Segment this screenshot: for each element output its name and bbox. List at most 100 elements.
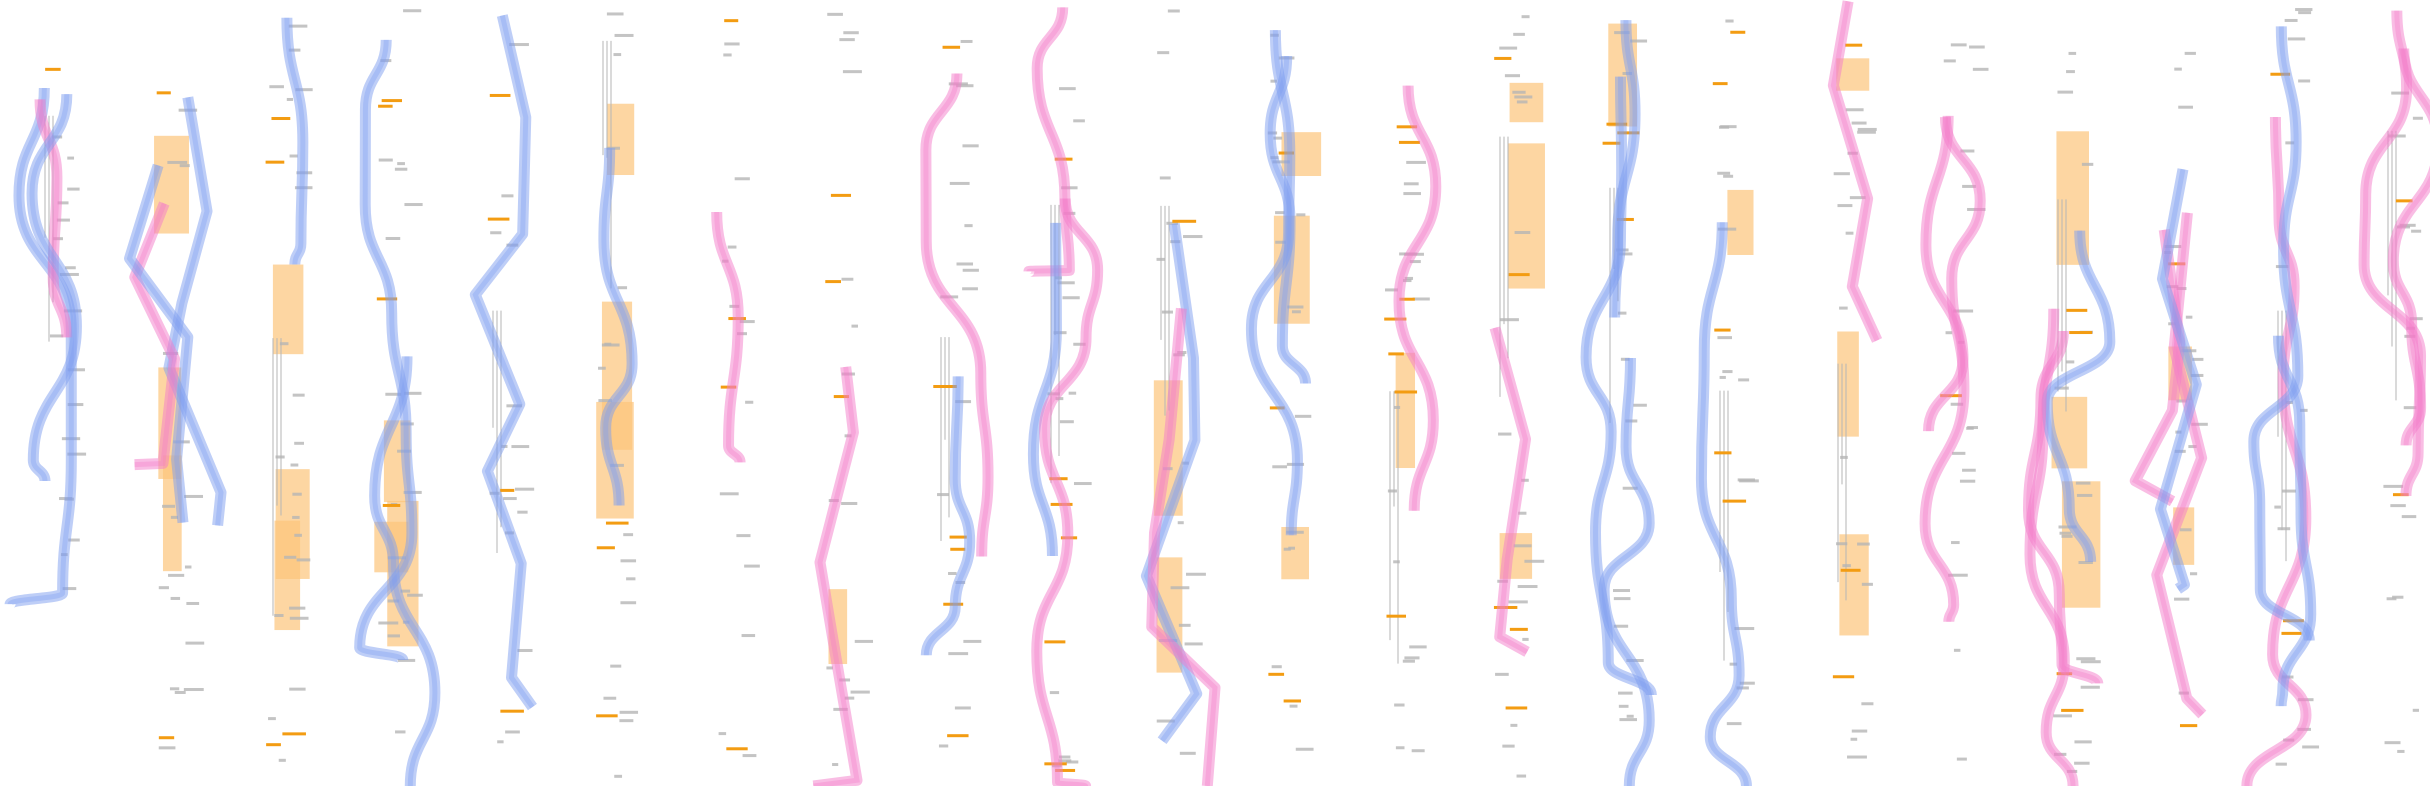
label-mark bbox=[2174, 67, 2182, 71]
label-mark bbox=[404, 391, 422, 395]
ribbon bbox=[920, 73, 994, 557]
label-mark bbox=[2188, 445, 2197, 449]
label-mark bbox=[1857, 542, 1870, 546]
label-mark bbox=[1833, 172, 1850, 176]
marker-dash bbox=[1399, 297, 1415, 301]
label-mark bbox=[2388, 134, 2406, 138]
ribbon-body bbox=[163, 96, 227, 527]
label-mark bbox=[1953, 309, 1974, 313]
label-mark bbox=[2386, 597, 2397, 601]
label-mark bbox=[1967, 426, 1978, 430]
label-mark bbox=[1717, 336, 1732, 340]
ribbon-body bbox=[1031, 198, 1104, 786]
label-mark bbox=[1409, 260, 1421, 264]
label-mark bbox=[841, 501, 858, 505]
marker-dash bbox=[596, 546, 615, 550]
label-mark bbox=[1861, 582, 1873, 586]
ribbon-body bbox=[598, 147, 638, 506]
marker-dash bbox=[282, 732, 306, 736]
label-mark bbox=[1739, 681, 1755, 685]
label-mark bbox=[288, 24, 308, 28]
label-mark bbox=[1861, 702, 1874, 706]
ribbon bbox=[1146, 307, 1221, 786]
label-mark bbox=[1495, 672, 1509, 676]
ribbon-core bbox=[1601, 357, 1652, 786]
label-mark bbox=[1969, 45, 1985, 49]
marker-dash bbox=[1832, 675, 1855, 679]
marker-dash bbox=[1055, 768, 1076, 772]
label-mark bbox=[601, 343, 620, 347]
label-mark bbox=[503, 497, 517, 501]
label-mark bbox=[1851, 121, 1867, 125]
ribbon-body bbox=[2041, 230, 2116, 563]
label-mark bbox=[956, 262, 974, 266]
label-mark bbox=[1630, 39, 1648, 43]
ribbon-core bbox=[1396, 85, 1439, 511]
label-mark bbox=[1073, 119, 1085, 123]
label-mark bbox=[407, 593, 423, 597]
label-mark bbox=[514, 487, 535, 491]
label-mark bbox=[2383, 484, 2404, 488]
marker-dash bbox=[726, 747, 748, 751]
label-mark bbox=[289, 154, 298, 158]
label-mark bbox=[1726, 722, 1742, 726]
label-mark bbox=[169, 687, 180, 691]
marker-dash bbox=[942, 45, 961, 49]
marker-dash bbox=[2281, 631, 2302, 635]
label-mark bbox=[2285, 141, 2295, 145]
label-mark bbox=[2058, 525, 2077, 529]
ribbon bbox=[1245, 30, 1303, 536]
label-mark bbox=[1953, 648, 1961, 652]
ribbon-core bbox=[2044, 230, 2113, 562]
highlight-block bbox=[1281, 526, 1309, 580]
ribbon bbox=[1695, 222, 1752, 786]
ribbon-core bbox=[1248, 30, 1300, 536]
label-mark bbox=[1514, 95, 1533, 99]
label-mark bbox=[614, 33, 634, 37]
label-mark bbox=[2277, 527, 2291, 531]
label-mark bbox=[744, 564, 760, 568]
label-mark bbox=[1291, 310, 1301, 314]
label-mark bbox=[2412, 708, 2420, 712]
ribbon-body bbox=[2023, 330, 2104, 686]
label-mark bbox=[1837, 204, 1853, 208]
label-mark bbox=[1626, 714, 1634, 718]
label-mark bbox=[962, 287, 978, 291]
label-mark bbox=[2384, 741, 2401, 745]
ribbon bbox=[598, 147, 638, 506]
marker-dash bbox=[1494, 56, 1512, 60]
label-mark bbox=[1177, 521, 1184, 525]
ribbon bbox=[1031, 198, 1104, 786]
label-mark bbox=[385, 236, 401, 240]
label-mark bbox=[2075, 481, 2091, 485]
ribbon-core bbox=[1149, 308, 1218, 786]
ribbon-body bbox=[1393, 85, 1442, 511]
marker-dash bbox=[825, 280, 841, 284]
label-mark bbox=[1178, 623, 1191, 627]
marker-dash bbox=[378, 104, 393, 108]
label-mark bbox=[619, 719, 634, 723]
label-mark bbox=[57, 201, 69, 205]
label-mark bbox=[289, 687, 306, 691]
marker-dash bbox=[1044, 640, 1066, 644]
ribbon-body bbox=[920, 73, 994, 557]
label-mark bbox=[1952, 451, 1966, 455]
label-mark bbox=[511, 445, 530, 449]
label-mark bbox=[378, 621, 399, 625]
label-mark bbox=[850, 690, 870, 694]
label-mark bbox=[1499, 318, 1519, 322]
label-mark bbox=[1839, 306, 1848, 310]
ribbon bbox=[1140, 223, 1203, 745]
label-mark bbox=[1296, 213, 1306, 217]
marker-dash bbox=[2168, 262, 2186, 266]
label-mark bbox=[185, 641, 205, 645]
label-mark bbox=[1411, 749, 1425, 753]
label-mark bbox=[854, 639, 874, 643]
label-mark bbox=[1960, 149, 1975, 153]
label-mark bbox=[1403, 279, 1412, 283]
label-mark bbox=[1387, 489, 1397, 493]
label-mark bbox=[1845, 231, 1854, 235]
label-mark bbox=[598, 399, 612, 403]
marker-dash bbox=[1268, 672, 1285, 676]
marker-dash bbox=[1602, 141, 1621, 145]
